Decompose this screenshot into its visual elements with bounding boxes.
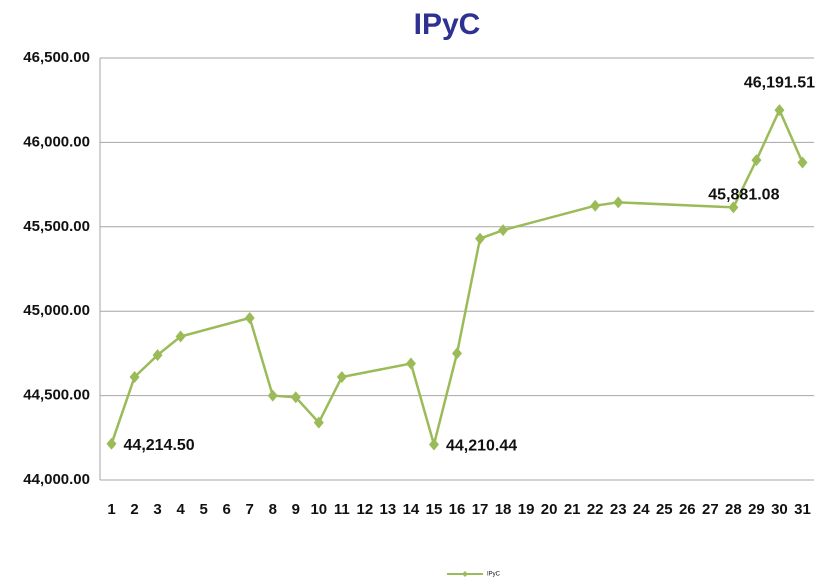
- data-point: [267, 389, 278, 402]
- data-label: 44,214.50: [124, 437, 195, 454]
- x-tick-label: 27: [702, 501, 719, 518]
- x-tick-label: 5: [199, 501, 207, 518]
- x-tick-label: 6: [223, 501, 231, 518]
- x-tick-label: 31: [794, 501, 811, 518]
- y-tick-label: 44,500.00: [23, 387, 90, 404]
- y-tick-label: 45,500.00: [23, 218, 90, 235]
- x-tick-label: 22: [587, 501, 604, 518]
- data-point: [452, 347, 462, 360]
- data-point: [106, 437, 117, 450]
- data-point: [613, 196, 624, 209]
- legend-marker: [462, 571, 468, 577]
- data-point: [405, 357, 416, 370]
- y-tick-label: 44,000.00: [23, 471, 90, 488]
- x-tick-label: 21: [564, 501, 581, 518]
- data-point: [475, 232, 486, 245]
- x-tick-label: 8: [269, 501, 277, 518]
- x-tick-label: 29: [748, 501, 765, 518]
- x-tick-label: 9: [292, 501, 300, 518]
- data-label: 46,191.51: [744, 74, 815, 91]
- x-tick-label: 18: [495, 501, 512, 518]
- data-point: [751, 154, 762, 167]
- data-point: [336, 371, 347, 384]
- data-point: [175, 330, 186, 343]
- x-tick-label: 14: [403, 501, 420, 518]
- x-tick-label: 7: [246, 501, 254, 518]
- data-label: 45,881.08: [708, 187, 779, 204]
- data-point: [797, 156, 808, 169]
- x-tick-label: 11: [334, 501, 350, 518]
- x-tick-label: 3: [153, 501, 161, 518]
- data-label: 44,210.44: [446, 438, 517, 455]
- x-tick-label: 1: [107, 501, 115, 518]
- chart-title: IPyC: [414, 8, 481, 41]
- legend-label: IPyC: [487, 572, 501, 578]
- x-tick-label: 13: [380, 501, 397, 518]
- x-tick-label: 25: [656, 501, 673, 518]
- x-tick-label: 15: [426, 501, 443, 518]
- data-point: [152, 349, 163, 362]
- x-tick-label: 12: [357, 501, 374, 518]
- y-tick-label: 46,500.00: [23, 49, 90, 66]
- y-tick-label: 45,000.00: [23, 302, 90, 319]
- y-tick-label: 46,000.00: [23, 133, 90, 150]
- x-tick-label: 20: [541, 501, 558, 518]
- data-point: [498, 224, 509, 237]
- data-point: [590, 199, 601, 212]
- x-tick-label: 28: [725, 501, 742, 518]
- data-point: [774, 104, 785, 117]
- x-tick-label: 16: [449, 501, 466, 518]
- x-tick-label: 2: [130, 501, 138, 518]
- data-point: [313, 416, 324, 429]
- data-point: [290, 391, 301, 404]
- data-point: [428, 438, 439, 451]
- x-tick-label: 26: [679, 501, 696, 518]
- x-tick-label: 19: [518, 501, 535, 518]
- series-line: [110, 107, 804, 450]
- x-tick-label: 30: [771, 501, 788, 518]
- data-point: [129, 371, 140, 384]
- x-tick-label: 23: [610, 501, 627, 518]
- data-point: [728, 201, 739, 214]
- x-tick-label: 24: [633, 501, 650, 518]
- x-tick-label: 10: [310, 501, 327, 518]
- x-tick-label: 4: [176, 501, 185, 518]
- x-tick-label: 17: [472, 501, 489, 518]
- data-point: [244, 311, 255, 324]
